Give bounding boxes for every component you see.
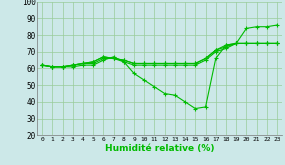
X-axis label: Humidité relative (%): Humidité relative (%) — [105, 145, 214, 153]
